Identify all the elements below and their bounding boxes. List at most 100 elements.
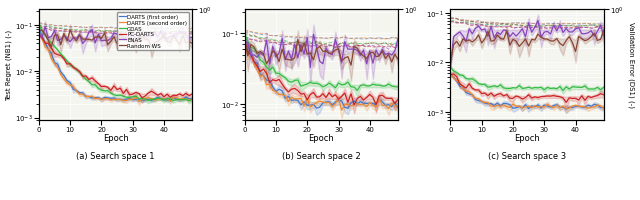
ENAS <box>95 34 102 36</box>
DARTS (second order) <box>51 63 58 65</box>
PC-DARTS <box>132 92 140 94</box>
Random WS <box>42 34 49 36</box>
X-axis label: Epoch: Epoch <box>308 134 334 143</box>
ENAS <box>54 40 61 43</box>
Line: Random WS: Random WS <box>39 31 192 48</box>
ENAS <box>88 29 96 31</box>
PC-DARTS <box>151 93 159 95</box>
GDAS <box>135 98 143 101</box>
PC-DARTS <box>35 35 43 37</box>
GDAS <box>82 79 90 81</box>
ENAS <box>57 39 65 41</box>
ENAS <box>120 38 127 40</box>
GDAS <box>132 95 140 98</box>
DARTS (second order) <box>72 90 80 93</box>
DARTS (first order) <box>154 97 162 99</box>
ENAS <box>116 36 124 39</box>
DARTS (second order) <box>54 67 61 70</box>
GDAS <box>157 98 164 101</box>
DARTS (second order) <box>179 98 187 100</box>
Random WS <box>35 30 43 33</box>
GDAS <box>60 57 68 59</box>
GDAS <box>85 81 93 83</box>
DARTS (second order) <box>166 100 174 103</box>
DARTS (second order) <box>157 98 164 100</box>
Random WS <box>182 42 190 45</box>
ENAS <box>170 35 177 37</box>
GDAS <box>113 95 121 97</box>
PC-DARTS <box>170 94 177 97</box>
ENAS <box>67 41 74 44</box>
GDAS <box>173 99 180 101</box>
PC-DARTS <box>92 80 99 83</box>
GDAS <box>123 97 131 99</box>
DARTS (first order) <box>35 27 43 30</box>
PC-DARTS <box>70 67 77 69</box>
GDAS <box>38 30 46 33</box>
Random WS <box>123 40 131 42</box>
Random WS <box>135 36 143 39</box>
DARTS (first order) <box>113 99 121 101</box>
ENAS <box>185 38 193 40</box>
Random WS <box>92 37 99 39</box>
GDAS <box>182 98 190 101</box>
ENAS <box>82 39 90 42</box>
ENAS <box>135 37 143 39</box>
DARTS (first order) <box>54 64 61 66</box>
GDAS <box>107 92 115 95</box>
Line: GDAS: GDAS <box>39 26 192 101</box>
Title: (a) Search space 1: (a) Search space 1 <box>76 151 155 160</box>
DARTS (first order) <box>44 49 52 51</box>
PC-DARTS <box>188 93 196 96</box>
DARTS (first order) <box>132 99 140 101</box>
GDAS <box>116 94 124 97</box>
PC-DARTS <box>116 88 124 90</box>
DARTS (second order) <box>138 98 146 101</box>
DARTS (second order) <box>44 49 52 51</box>
Random WS <box>188 43 196 45</box>
PC-DARTS <box>85 79 93 81</box>
DARTS (second order) <box>47 58 55 61</box>
Random WS <box>104 44 111 47</box>
ENAS <box>44 37 52 40</box>
Random WS <box>51 35 58 37</box>
PC-DARTS <box>95 83 102 85</box>
Random WS <box>38 30 46 32</box>
DARTS (second order) <box>82 96 90 98</box>
Random WS <box>63 41 71 43</box>
GDAS <box>79 76 86 78</box>
Random WS <box>120 37 127 39</box>
ENAS <box>47 36 55 38</box>
ENAS <box>123 36 131 39</box>
DARTS (first order) <box>98 99 106 101</box>
DARTS (first order) <box>51 62 58 65</box>
GDAS <box>166 99 174 101</box>
ENAS <box>72 38 80 40</box>
GDAS <box>163 98 171 100</box>
DARTS (second order) <box>135 101 143 103</box>
Y-axis label: Test Regret (NB1) (-): Test Regret (NB1) (-) <box>6 30 12 100</box>
DARTS (first order) <box>157 98 164 100</box>
Random WS <box>88 40 96 42</box>
ENAS <box>70 37 77 40</box>
DARTS (second order) <box>116 99 124 101</box>
PC-DARTS <box>138 97 146 99</box>
DARTS (second order) <box>163 98 171 100</box>
Random WS <box>145 39 152 42</box>
DARTS (first order) <box>47 53 55 56</box>
DARTS (second order) <box>148 98 156 100</box>
ENAS <box>42 26 49 29</box>
ENAS <box>51 30 58 33</box>
Random WS <box>148 47 156 49</box>
PC-DARTS <box>129 93 136 96</box>
DARTS (first order) <box>126 98 134 100</box>
Random WS <box>95 36 102 39</box>
Line: ENAS: ENAS <box>39 28 192 44</box>
ENAS <box>145 35 152 38</box>
PC-DARTS <box>63 63 71 66</box>
DARTS (first order) <box>151 98 159 101</box>
GDAS <box>188 99 196 101</box>
DARTS (first order) <box>173 98 180 101</box>
Random WS <box>173 40 180 42</box>
Random WS <box>79 39 86 41</box>
